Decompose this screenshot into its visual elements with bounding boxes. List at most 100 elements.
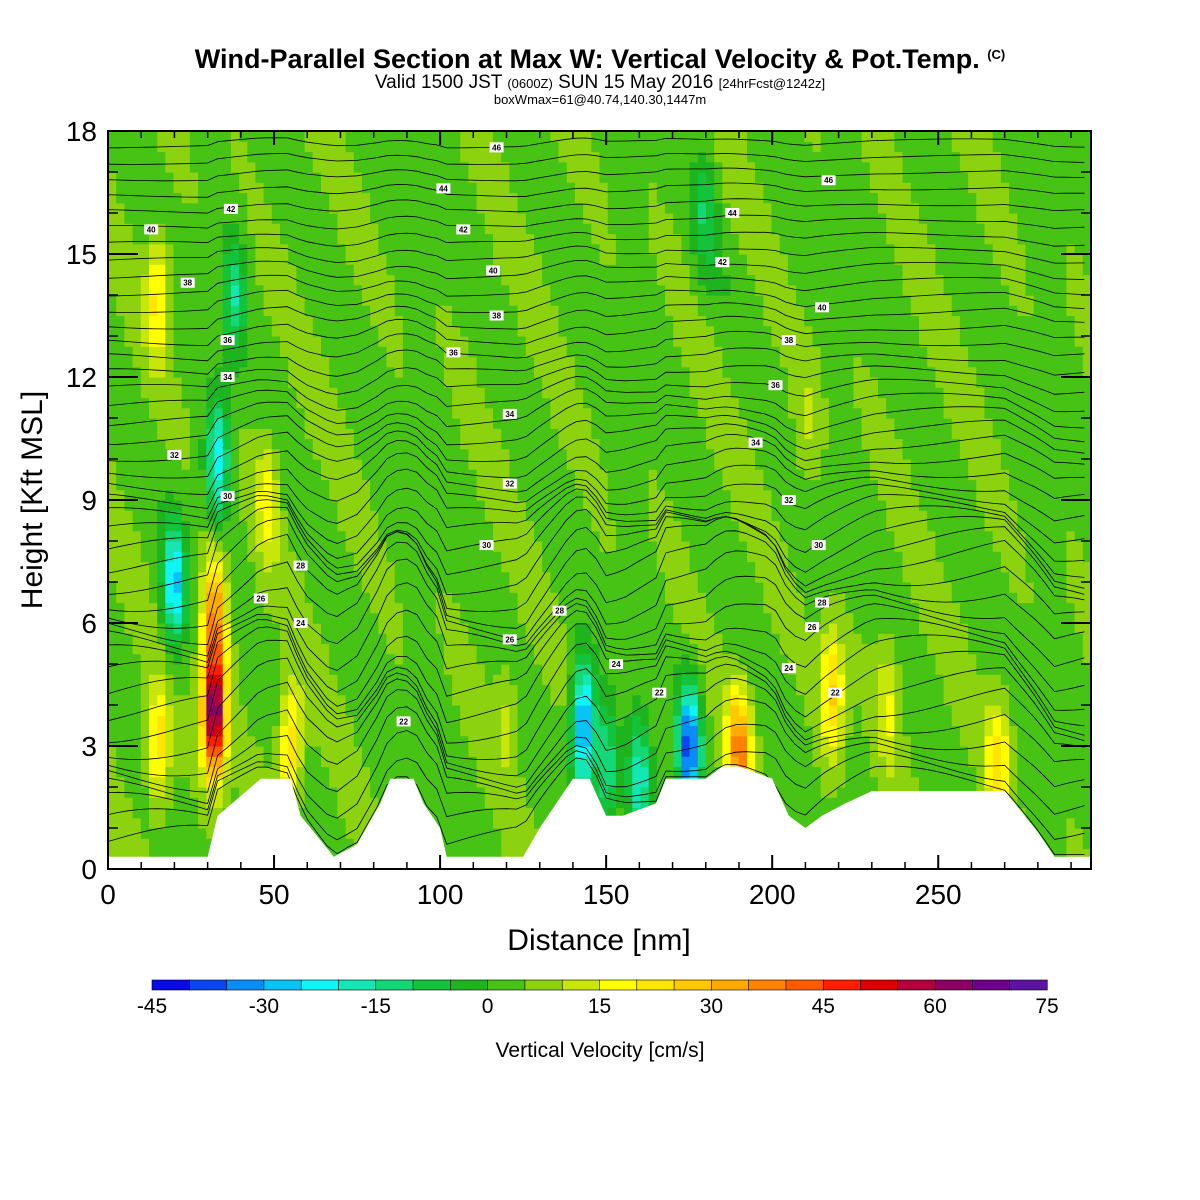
velocity-cell <box>1050 582 1059 593</box>
velocity-cell <box>910 715 920 727</box>
velocity-cell <box>501 541 510 552</box>
velocity-cell <box>992 520 1002 532</box>
velocity-cell <box>853 776 863 788</box>
velocity-cell <box>615 510 625 522</box>
velocity-cell <box>239 561 248 573</box>
velocity-cell <box>329 828 338 839</box>
velocity-cell <box>419 746 429 757</box>
velocity-cell <box>263 684 273 696</box>
velocity-cell <box>140 828 150 839</box>
velocity-cell <box>337 479 347 491</box>
velocity-cell <box>927 725 936 737</box>
velocity-cell <box>599 592 609 604</box>
velocity-cell <box>820 776 830 788</box>
velocity-cell <box>124 489 134 501</box>
velocity-cell <box>935 623 945 634</box>
velocity-cell <box>443 735 453 747</box>
velocity-cell <box>1058 541 1067 552</box>
velocity-cell <box>665 592 674 604</box>
velocity-cell <box>378 592 388 604</box>
velocity-cell <box>869 500 879 511</box>
velocity-cell <box>992 674 1002 686</box>
velocity-cell <box>796 623 805 634</box>
velocity-cell <box>189 500 199 511</box>
velocity-cell <box>1041 612 1051 624</box>
velocity-cell <box>861 674 871 686</box>
velocity-cell <box>1025 756 1035 768</box>
velocity-cell <box>534 592 543 604</box>
velocity-cell <box>329 489 338 501</box>
velocity-cell <box>312 571 322 583</box>
velocity-cell <box>984 571 994 583</box>
velocity-cell <box>787 571 797 583</box>
velocity-cell <box>198 705 207 716</box>
velocity-cell <box>615 633 625 645</box>
velocity-cell <box>124 561 134 573</box>
velocity-cell <box>706 500 715 511</box>
velocity-cell <box>247 766 257 778</box>
velocity-cell <box>861 776 871 788</box>
velocity-cell <box>984 766 994 778</box>
velocity-cell <box>427 807 437 819</box>
velocity-cell <box>640 766 650 778</box>
velocity-cell <box>583 489 592 501</box>
velocity-cell <box>566 725 576 737</box>
velocity-cell <box>124 756 134 768</box>
velocity-cell <box>230 643 240 655</box>
velocity-cell <box>665 500 674 511</box>
velocity-cell <box>878 746 887 757</box>
velocity-cell <box>714 643 723 655</box>
velocity-cell <box>525 489 535 501</box>
velocity-cell <box>1058 776 1067 788</box>
velocity-cell <box>624 489 633 501</box>
velocity-cell <box>1082 828 1091 839</box>
velocity-cell <box>968 735 977 747</box>
velocity-cell <box>370 694 379 706</box>
velocity-cell <box>222 551 232 563</box>
velocity-cell <box>386 643 396 655</box>
velocity-cell <box>779 541 789 552</box>
velocity-cell <box>353 694 363 706</box>
velocity-cell <box>878 715 887 727</box>
velocity-cell <box>1066 684 1076 696</box>
velocity-cell <box>157 797 166 809</box>
velocity-cell <box>288 489 297 501</box>
velocity-cell <box>132 510 142 522</box>
velocity-cell <box>501 602 510 614</box>
velocity-cell <box>910 582 920 593</box>
velocity-cell <box>1050 838 1059 850</box>
velocity-cell <box>640 561 650 573</box>
velocity-cell <box>460 530 469 542</box>
velocity-cell <box>189 664 199 675</box>
velocity-cell <box>337 448 347 460</box>
velocity-cell <box>787 459 797 470</box>
velocity-cell <box>288 776 297 788</box>
velocity-cell <box>157 633 166 645</box>
velocity-cell <box>714 592 723 604</box>
velocity-cell <box>566 438 576 450</box>
velocity-cell <box>910 746 920 757</box>
velocity-cell <box>722 623 732 634</box>
velocity-cell <box>206 633 216 645</box>
velocity-cell <box>402 746 412 757</box>
velocity-cell <box>706 602 715 614</box>
velocity-cell <box>321 828 330 839</box>
velocity-cell <box>337 643 347 655</box>
velocity-cell <box>501 448 510 460</box>
velocity-cell <box>755 592 764 604</box>
velocity-cell <box>738 715 748 727</box>
velocity-cell <box>484 653 494 665</box>
velocity-cell <box>706 582 715 593</box>
velocity-cell <box>861 520 871 532</box>
velocity-cell <box>198 561 207 573</box>
velocity-cell <box>542 469 551 481</box>
velocity-cell <box>222 725 232 737</box>
velocity-cell <box>656 612 666 624</box>
velocity-cell <box>509 612 519 624</box>
velocity-cell <box>173 828 183 839</box>
velocity-cell <box>984 551 994 563</box>
velocity-cell <box>214 571 224 583</box>
velocity-cell <box>419 582 429 593</box>
velocity-cell <box>763 561 773 573</box>
velocity-cell <box>550 541 560 552</box>
